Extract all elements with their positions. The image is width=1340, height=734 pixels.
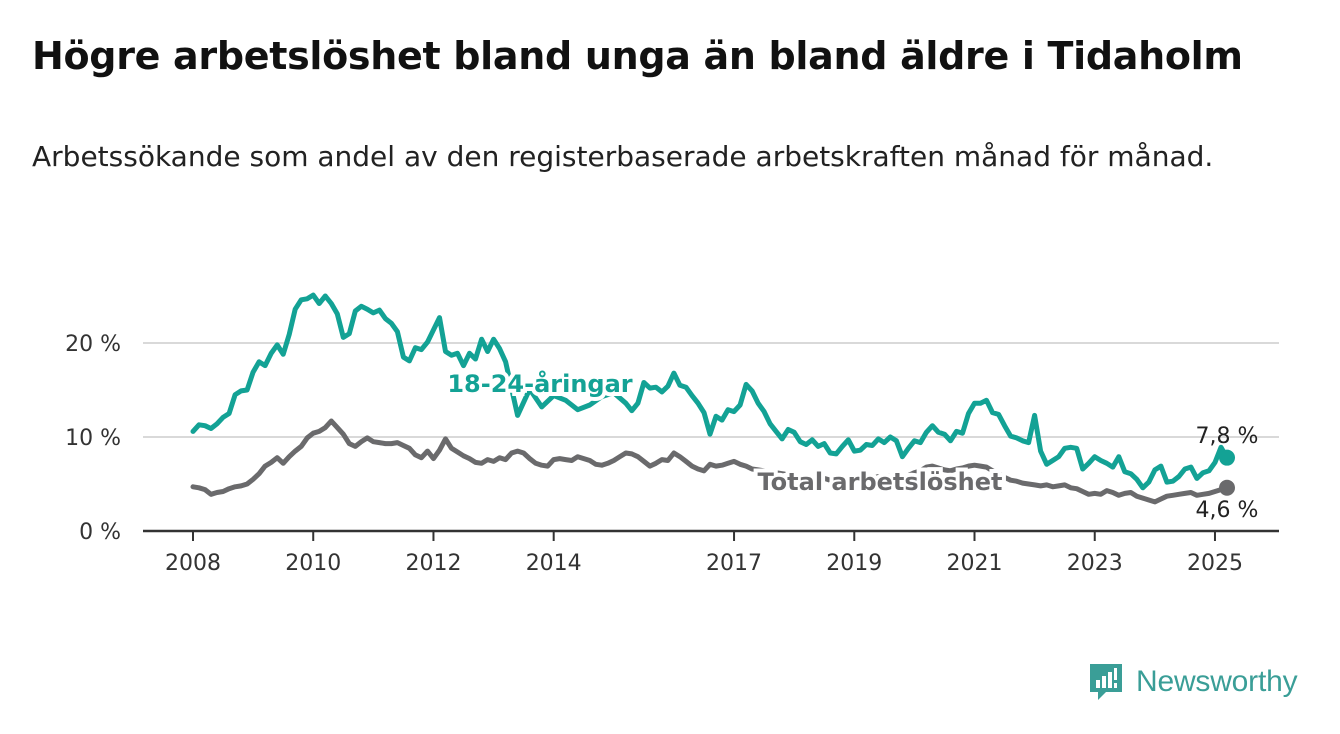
series-line-total	[190, 418, 1230, 505]
series-lines	[190, 292, 1235, 505]
x-tick-label: 2008	[165, 551, 221, 576]
end-value-label-youth: 7,8 %	[1196, 424, 1259, 449]
y-axis-tick-labels: 0 % 10 % 20 %	[65, 332, 121, 545]
end-value-label-total: 4,6 %	[1196, 498, 1259, 523]
x-axis: 2008 2010 2012 2014 2017 2019 2021 2023 2025	[143, 529, 1279, 576]
y-tick-label: 0 %	[79, 520, 121, 545]
bar-chart-logo-icon	[1090, 664, 1122, 700]
x-tick-label: 2019	[826, 551, 882, 576]
series-labels: 18-24-åringar Total arbetslöshet 7,8 % 4,6 …	[443, 365, 1259, 523]
x-tick-label: 2023	[1067, 551, 1123, 576]
x-tick-label: 2010	[285, 551, 341, 576]
chart-title: Högre arbetslöshet bland unga än bland ä…	[32, 34, 1243, 78]
y-tick-label: 10 %	[65, 426, 121, 451]
series-label-youth: 18-24-åringar	[447, 369, 632, 398]
chart-subtitle: Arbetssökande som andel av den registerb…	[32, 140, 1214, 173]
brand-name: Newsworthy	[1136, 665, 1298, 698]
series-label-total: Total arbetslöshet	[757, 468, 1002, 496]
x-tick-label: 2021	[947, 551, 1003, 576]
x-tick-label: 2014	[526, 551, 582, 576]
series-end-point	[1219, 479, 1235, 496]
series-end-point	[1219, 449, 1235, 466]
x-tick-label: 2025	[1187, 551, 1243, 576]
series-line-youth	[190, 292, 1230, 491]
x-tick-label: 2017	[706, 551, 762, 576]
x-tick-label: 2012	[405, 551, 461, 576]
gridlines	[143, 342, 1279, 438]
newsworthy-logo: Newsworthy	[1088, 660, 1318, 704]
y-tick-label: 20 %	[65, 332, 121, 357]
